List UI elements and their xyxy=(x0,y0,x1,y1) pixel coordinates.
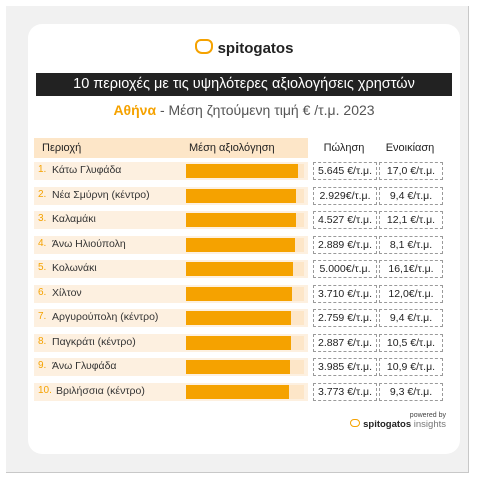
rent-price-cell: 10,5 €/τ.μ. xyxy=(379,333,443,352)
subtitle: Αθήνα - Μέση ζητούμενη τιμή € /τ.μ. 2023 xyxy=(28,102,460,118)
header-rent: Ενοικίαση xyxy=(379,138,441,158)
brand-logo: spitogatos xyxy=(28,38,460,57)
sale-price-cell: 2.929€/τ.μ. xyxy=(313,186,377,205)
table-row: 1. Κάτω Γλυφάδα xyxy=(34,162,308,180)
sale-price-cell: 3.710 €/τ.μ. xyxy=(313,284,377,303)
row-rank: 6. xyxy=(38,286,47,298)
rent-price-cell: 12,0€/τ.μ. xyxy=(379,284,443,303)
row-area-name: Νέα Σμύρνη (κέντρο) xyxy=(52,188,150,201)
row-area-name: Κολωνάκι xyxy=(52,262,97,274)
header-rating: Μέση αξιολόγηση xyxy=(189,142,275,154)
rating-bar xyxy=(186,384,289,399)
cat-logo-icon xyxy=(194,39,213,54)
rent-price-cell: 12,1 €/τ.μ. xyxy=(379,211,443,229)
rating-bar xyxy=(186,237,295,252)
row-rank: 1. xyxy=(38,164,47,175)
subtitle-text: - Μέση ζητούμενη τιμή € /τ.μ. 2023 xyxy=(156,102,375,118)
rating-bar xyxy=(186,286,293,301)
row-area-name: Χίλτον xyxy=(52,286,82,299)
rent-price-cell: 10,9 €/τ.μ. xyxy=(379,358,443,376)
brand-name: spitogatos xyxy=(217,40,294,57)
table-row: 5. Κολωνάκι xyxy=(34,260,308,278)
table-row: 3. Καλαμάκι xyxy=(34,211,308,229)
sale-price-cell: 3.985 €/τ.μ. xyxy=(313,358,377,376)
table-row: 2. Νέα Σμύρνη (κέντρο) xyxy=(34,186,308,205)
header-sale: Πώληση xyxy=(313,138,375,158)
row-rank: 4. xyxy=(38,237,47,249)
rent-price-cell: 16,1€/τ.μ. xyxy=(379,260,443,278)
rating-bar xyxy=(186,311,292,325)
powered-suffix: insights xyxy=(413,419,446,430)
row-area-name: Αργυρούπολη (κέντρο) xyxy=(52,311,159,323)
rent-price-cell: 8,1 €/τ.μ. xyxy=(379,235,443,254)
infographic-card: spitogatos 10 περιοχές με τις υψηλότερες… xyxy=(28,24,460,454)
row-rank: 2. xyxy=(38,188,47,200)
infographic-frame: spitogatos 10 περιοχές με τις υψηλότερες… xyxy=(6,6,469,473)
row-rank: 3. xyxy=(38,213,47,224)
cat-small-icon xyxy=(350,419,361,427)
row-area-name: Κάτω Γλυφάδα xyxy=(52,164,122,176)
row-rank: 10. xyxy=(38,384,52,396)
rent-price-cell: 9,4 €/τ.μ. xyxy=(379,309,443,327)
table-row: 7. Αργυρούπολη (κέντρο) xyxy=(34,309,308,327)
table-row: 9. Άνω Γλυφάδα xyxy=(34,358,308,376)
sale-price-cell: 2.759 €/τ.μ. xyxy=(313,309,377,327)
rating-bar xyxy=(186,213,296,227)
table-row: 10. Βριλήσσια (κέντρο) xyxy=(34,382,308,401)
sale-price-cell: 4.527 €/τ.μ. xyxy=(313,211,377,229)
table-row: 6. Χίλτον xyxy=(34,284,308,303)
row-area-name: Άνω Ηλιούπολη xyxy=(52,237,126,250)
row-rank: 9. xyxy=(38,360,47,371)
sale-price-cell: 3.773 €/τ.μ. xyxy=(313,382,377,401)
table-row: 8. Παγκράτι (κέντρο) xyxy=(34,333,308,352)
rent-price-cell: 17,0 €/τ.μ. xyxy=(379,162,443,180)
table-row: 4. Άνω Ηλιούπολη xyxy=(34,235,308,254)
rating-bar xyxy=(186,335,292,350)
powered-by-label: powered by xyxy=(409,412,446,419)
rent-price-cell: 9,4 €/τ.μ. xyxy=(379,186,443,205)
title-banner: 10 περιοχές με τις υψηλότερες αξιολογήσε… xyxy=(36,73,452,96)
sale-price-cell: 2.889 €/τ.μ. xyxy=(313,235,377,254)
rating-bar xyxy=(186,262,294,276)
row-area-name: Βριλήσσια (κέντρο) xyxy=(56,384,145,397)
header-area: Περιοχή xyxy=(42,142,82,154)
row-area-name: Καλαμάκι xyxy=(52,213,96,225)
row-rank: 7. xyxy=(38,311,47,322)
row-rank: 5. xyxy=(38,262,47,273)
rent-price-cell: 9,3 €/τ.μ. xyxy=(379,382,443,401)
table-header-left: Περιοχή Μέση αξιολόγηση xyxy=(34,138,308,158)
rating-bar xyxy=(186,188,296,203)
row-area-name: Παγκράτι (κέντρο) xyxy=(52,335,136,348)
powered-brand-line: spitogatos insights xyxy=(350,419,446,430)
powered-by: powered by spitogatos insights xyxy=(350,412,446,430)
row-area-name: Άνω Γλυφάδα xyxy=(52,360,117,372)
sale-price-cell: 2.887 €/τ.μ. xyxy=(313,333,377,352)
subtitle-city: Αθήνα xyxy=(113,102,157,118)
row-rank: 8. xyxy=(38,335,47,347)
sale-price-cell: 5.000€/τ.μ. xyxy=(313,260,377,278)
powered-brand: spitogatos xyxy=(363,419,412,430)
rating-bar xyxy=(186,360,290,374)
sale-price-cell: 5.645 €/τ.μ. xyxy=(313,162,377,180)
rating-bar xyxy=(186,164,299,178)
